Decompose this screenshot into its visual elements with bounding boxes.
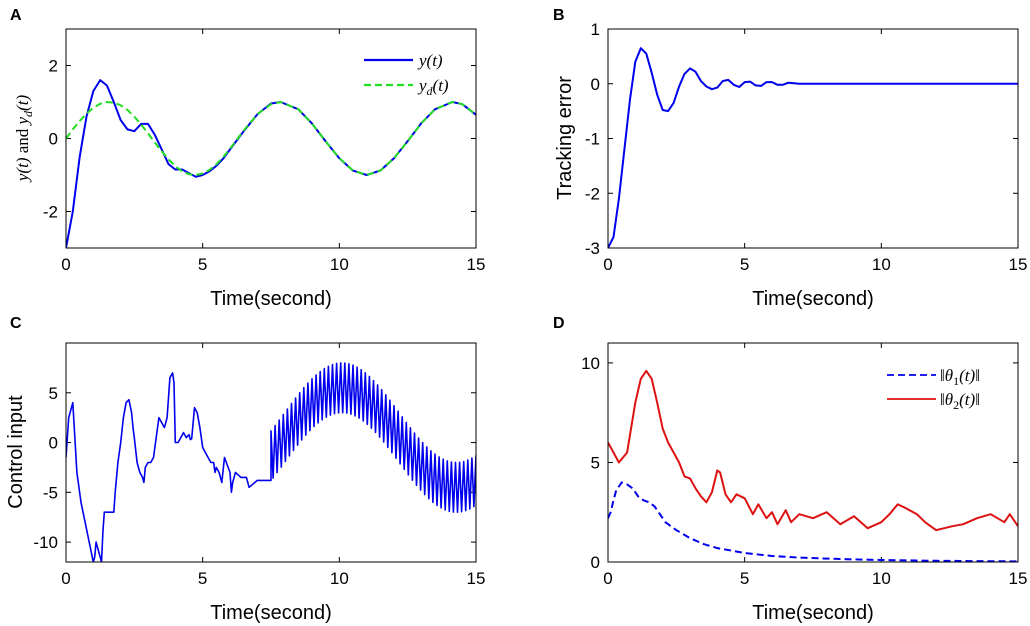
panel-a-ylabel: y(t) and yd(t) — [13, 95, 35, 184]
panel-letter-c: C — [10, 315, 22, 332]
panel-c-axes-box — [65, 342, 477, 563]
panel-b-ytick-label: -2 — [585, 184, 600, 203]
legend-a-label-y: y(t) — [417, 51, 443, 70]
panel-c-chart: 0 5 10 15 -10 -5 0 5 Time(second) Control input — [5, 342, 485, 624]
panel-c-xtick-label: 15 — [467, 569, 486, 588]
panel-c-lines — [66, 362, 476, 562]
panel-a-xtick-label: 0 — [61, 255, 70, 274]
panel-b-xlabel: Time(second) — [752, 288, 874, 310]
legend-d-label-theta1: ‖θ1(t)‖ — [940, 366, 980, 388]
panel-a-axes-box — [65, 28, 477, 249]
panel-a-ytick-label: -2 — [43, 203, 58, 222]
panel-a-legend: y(t) yd(t) — [357, 42, 469, 98]
panel-c-xtick-label: 10 — [330, 569, 349, 588]
panel-d-legend: ‖θ1(t)‖ ‖θ2(t)‖ — [880, 358, 1012, 412]
panel-a-xlabel: Time(second) — [210, 288, 332, 310]
panel-b-lines — [608, 47, 1018, 248]
panel-c-ylabel: Control input — [5, 395, 27, 509]
panel-b-xtick-label: 0 — [603, 255, 612, 274]
panel-d-ticks: 0 5 10 15 0 5 10 — [581, 343, 1027, 588]
panel-b-xtick-label: 15 — [1009, 255, 1028, 274]
panel-b-ytick-label: -3 — [585, 239, 600, 258]
panel-d-xtick-label: 10 — [872, 569, 891, 588]
panel-b-axes-box — [607, 28, 1019, 249]
panel-a-chart: 0 5 10 15 -2 0 2 Time(second) y(t) and yd(t) y… — [13, 28, 486, 310]
panel-a-ticks: 0 5 10 15 -2 0 2 — [43, 29, 486, 274]
panel-a-series-1-line — [66, 101, 476, 176]
panel-a-xtick-label: 15 — [467, 255, 486, 274]
panel-letter-b: B — [553, 7, 565, 24]
panel-d-lines — [608, 369, 1018, 562]
panel-b-xtick-label: 10 — [872, 255, 891, 274]
panel-d-xlabel: Time(second) — [752, 602, 874, 624]
panel-a-lines — [66, 79, 476, 248]
panel-b-ytick-label: -1 — [585, 130, 600, 149]
panel-c-ticks: 0 5 10 15 -10 -5 0 5 — [33, 343, 485, 588]
panel-letter-a: A — [10, 7, 22, 24]
legend-a-label-yd: yd(t) — [417, 76, 449, 98]
panel-letter-d: D — [553, 315, 565, 332]
panel-d-chart: 0 5 10 15 0 5 10 Time(second) ‖θ1(t)‖ ‖θ2(t)‖ — [581, 342, 1027, 624]
panel-c-ytick-label: -10 — [33, 533, 58, 552]
panel-d-ytick-label: 10 — [581, 354, 600, 373]
panel-d-series-0-line — [608, 481, 1018, 562]
panel-d-series-1-line — [608, 369, 1018, 532]
panel-b-ylabel: Tracking error — [554, 76, 576, 200]
panel-c-series-0-line — [66, 362, 476, 562]
panel-a-xtick-label: 10 — [330, 255, 349, 274]
panel-b-ticks: 0 5 10 15 -3 -2 -1 0 1 — [585, 20, 1028, 274]
panel-c-xtick-label: 0 — [61, 569, 70, 588]
panel-d-axes-box — [607, 342, 1019, 563]
panel-c-ytick-label: 5 — [49, 384, 58, 403]
panel-b-chart: 0 5 10 15 -3 -2 -1 0 1 Time(second) Tracking err… — [554, 20, 1027, 310]
panel-d-ytick-label: 5 — [591, 453, 600, 472]
panel-a-ytick-label: 0 — [49, 130, 58, 149]
panel-c-xtick-label: 5 — [198, 569, 207, 588]
panel-a-ytick-label: 2 — [49, 57, 58, 76]
panel-b-xtick-label: 5 — [740, 255, 749, 274]
panel-b-ytick-label: 0 — [591, 75, 600, 94]
panel-c-ytick-label: -5 — [43, 483, 58, 502]
panel-d-xtick-label: 0 — [603, 569, 612, 588]
legend-d-label-theta2: ‖θ2(t)‖ — [940, 390, 980, 412]
panel-d-xtick-label: 15 — [1009, 569, 1028, 588]
panel-b-ytick-label: 1 — [591, 20, 600, 39]
panel-b-series-0-line — [608, 47, 1018, 248]
panel-c-xlabel: Time(second) — [210, 602, 332, 624]
panel-d-xtick-label: 5 — [740, 569, 749, 588]
panel-a-xtick-label: 5 — [198, 255, 207, 274]
panel-c-ytick-label: 0 — [49, 434, 58, 453]
panel-d-ytick-label: 0 — [591, 553, 600, 572]
